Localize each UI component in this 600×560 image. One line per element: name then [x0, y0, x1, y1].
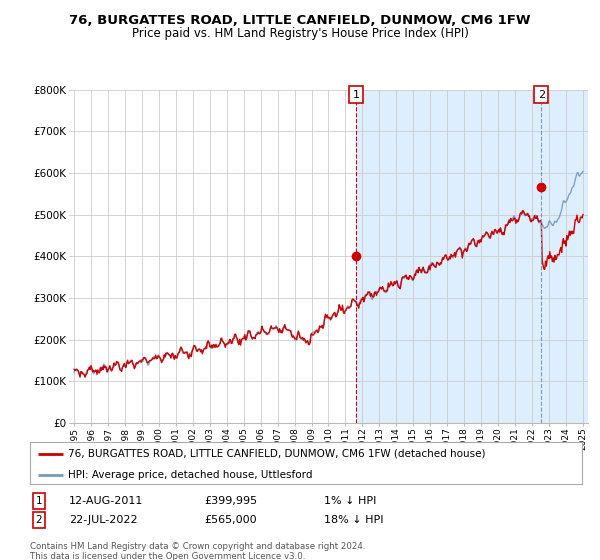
Text: 76, BURGATTES ROAD, LITTLE CANFIELD, DUNMOW, CM6 1FW: 76, BURGATTES ROAD, LITTLE CANFIELD, DUN… — [69, 14, 531, 27]
Text: 1: 1 — [352, 90, 359, 100]
Text: £565,000: £565,000 — [204, 515, 257, 525]
Text: 22-JUL-2022: 22-JUL-2022 — [69, 515, 137, 525]
Bar — [541, 90, 600, 423]
Text: 2: 2 — [538, 90, 545, 100]
Text: 18% ↓ HPI: 18% ↓ HPI — [324, 515, 383, 525]
Text: 1: 1 — [35, 496, 43, 506]
Text: 12-AUG-2011: 12-AUG-2011 — [69, 496, 143, 506]
Text: Price paid vs. HM Land Registry's House Price Index (HPI): Price paid vs. HM Land Registry's House … — [131, 27, 469, 40]
Text: 2: 2 — [35, 515, 43, 525]
Text: 76, BURGATTES ROAD, LITTLE CANFIELD, DUNMOW, CM6 1FW (detached house): 76, BURGATTES ROAD, LITTLE CANFIELD, DUN… — [68, 449, 485, 459]
Text: £399,995: £399,995 — [204, 496, 257, 506]
Bar — [356, 90, 600, 423]
Text: 1% ↓ HPI: 1% ↓ HPI — [324, 496, 376, 506]
Text: HPI: Average price, detached house, Uttlesford: HPI: Average price, detached house, Uttl… — [68, 470, 312, 480]
Text: Contains HM Land Registry data © Crown copyright and database right 2024.
This d: Contains HM Land Registry data © Crown c… — [30, 542, 365, 560]
